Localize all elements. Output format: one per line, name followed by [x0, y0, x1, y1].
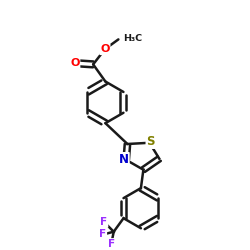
Text: H₃C: H₃C: [123, 34, 142, 43]
Text: S: S: [146, 135, 155, 148]
Text: F: F: [99, 229, 106, 239]
Text: N: N: [119, 153, 129, 166]
Text: F: F: [100, 217, 108, 227]
Text: O: O: [70, 58, 80, 68]
Text: O: O: [100, 44, 110, 54]
Text: F: F: [108, 239, 115, 249]
